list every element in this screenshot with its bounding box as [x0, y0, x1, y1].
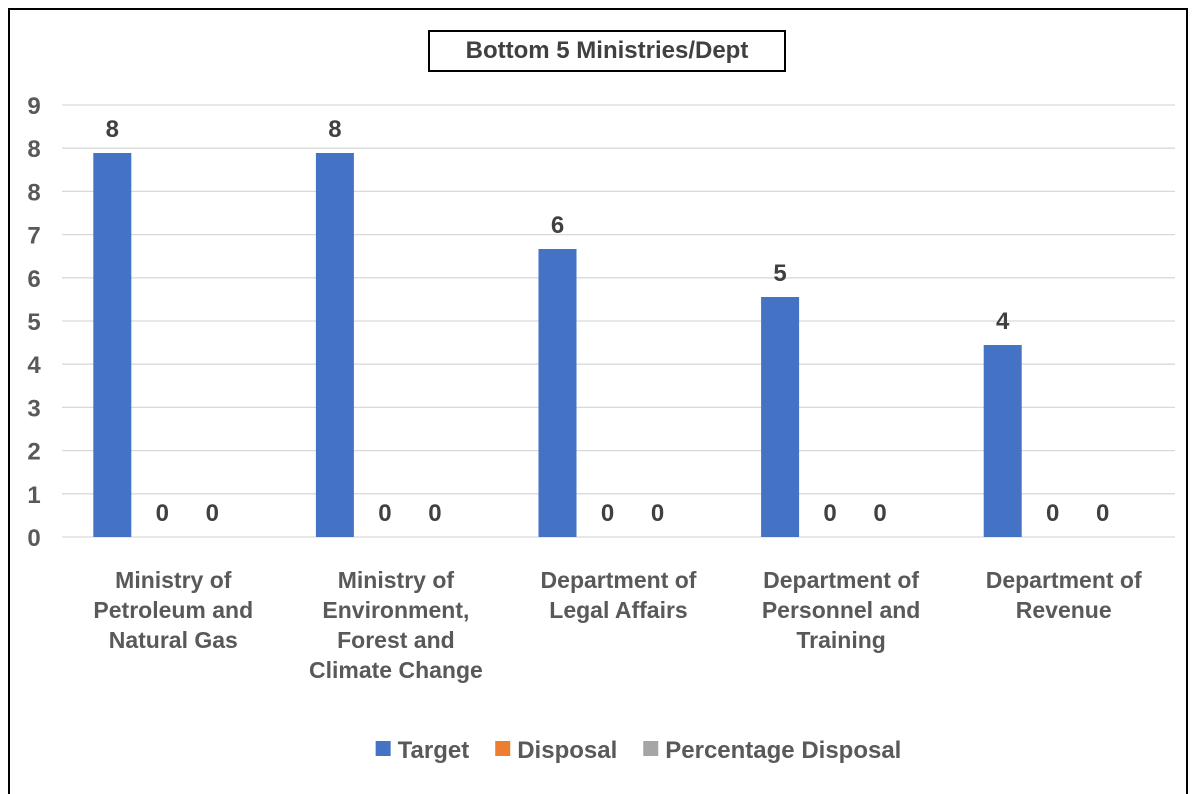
y-tick-label: 1 [27, 482, 40, 509]
data-label: 0 [601, 500, 614, 527]
data-label: 4 [996, 308, 1010, 335]
data-label: 0 [651, 500, 664, 527]
data-label: 5 [773, 260, 786, 287]
legend-item-target: Target [375, 737, 470, 764]
y-tick-label: 2 [27, 439, 40, 466]
y-tick-label: 6 [27, 266, 40, 293]
bar-target [983, 345, 1022, 537]
gridlines [62, 104, 1175, 538]
chart-title: Bottom 5 Ministries/Dept [428, 30, 786, 72]
y-tick-label: 8 [27, 136, 40, 163]
legend-label: Target [398, 737, 470, 764]
y-axis-ticks: 0 1 2 3 4 5 6 7 8 8 9 [27, 93, 41, 552]
y-tick-label: 9 [27, 93, 40, 120]
y-tick-label: 5 [27, 309, 40, 336]
y-tick-label: 7 [27, 223, 40, 250]
legend-label: Percentage Disposal [665, 737, 901, 764]
legend-item-disposal: Disposal [495, 737, 617, 764]
category-label: Ministry of Environment, Forest and Climate… [309, 567, 483, 683]
category-labels: Ministry of Petroleum and Natural Gas Minis… [93, 567, 1142, 683]
legend: Target Disposal Percentage Disposal [375, 737, 901, 764]
data-label: 0 [1096, 500, 1109, 527]
legend-label: Disposal [517, 737, 617, 764]
data-labels: 8 0 0 8 0 0 6 0 0 5 0 0 4 0 0 [106, 116, 1110, 527]
data-label: 0 [873, 500, 886, 527]
legend-swatch [495, 741, 511, 756]
data-label: 8 [328, 116, 341, 143]
data-label: 0 [428, 500, 441, 527]
bar-target [93, 153, 132, 537]
data-label: 0 [206, 500, 219, 527]
bars [93, 153, 1022, 537]
category-label: Department of Personnel and Training [762, 567, 920, 653]
y-tick-label: 4 [27, 352, 41, 379]
category-label: Department of Legal Affairs [541, 567, 697, 623]
data-label: 0 [1046, 500, 1059, 527]
category-label: Ministry of Petroleum and Natural Gas [93, 567, 253, 653]
legend-swatch [643, 741, 659, 756]
y-tick-label: 0 [27, 525, 40, 552]
bar-target [538, 249, 577, 537]
data-label: 8 [106, 116, 119, 143]
bar-target [315, 153, 354, 537]
category-label: Department of Revenue [986, 567, 1142, 623]
y-tick-label: 3 [27, 395, 40, 422]
legend-item-percentage-disposal: Percentage Disposal [643, 737, 901, 764]
legend-swatch [375, 741, 391, 756]
data-label: 0 [156, 500, 169, 527]
y-tick-label: 8 [27, 179, 40, 206]
data-label: 0 [823, 500, 836, 527]
bar-target [761, 297, 800, 537]
data-label: 0 [378, 500, 391, 527]
data-label: 6 [551, 212, 564, 239]
